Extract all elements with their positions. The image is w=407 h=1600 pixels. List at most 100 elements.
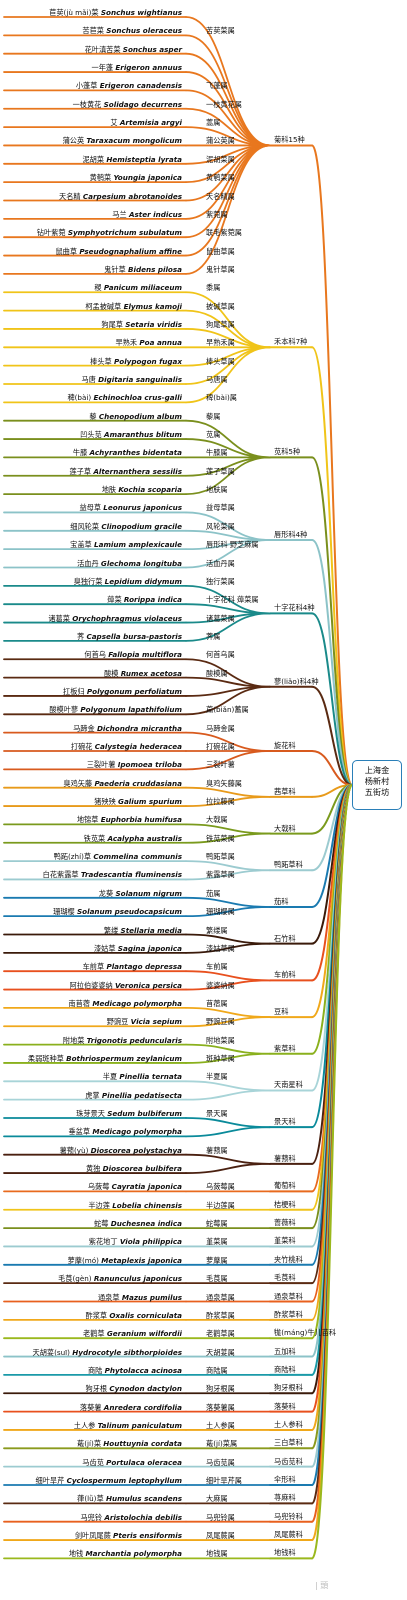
species-chinese-name: 鸭跖(zhí)草 (53, 852, 94, 862)
family-node: 狗牙根科 (274, 1383, 303, 1393)
branch-line (185, 933, 271, 945)
genus-label: 堇菜属 (206, 1237, 228, 1247)
genus-label: 拉拉藤属 (206, 797, 235, 807)
species-chinese-name: 老鹳草 (83, 1329, 107, 1339)
species-label: 猪殃殃 Galium spurium (94, 797, 182, 806)
species-chinese-name: 莲子草 (69, 466, 94, 476)
species-chinese-name: 马唐 (81, 375, 99, 384)
species-chinese-name: 藜 (89, 411, 99, 421)
species-latin-name: Talinum paniculatum (97, 1420, 182, 1430)
species-chinese-name: 钻叶紫菀 (36, 228, 68, 238)
family-node: 商陆科 (274, 1364, 296, 1374)
species-label: 柔弱斑种草 Bothriospermum zeylanicum (28, 1054, 182, 1063)
genus-label: 车前属 (206, 962, 228, 972)
branch-line (185, 1117, 271, 1129)
species-chinese-name: 臭鸡矢藤 (63, 778, 95, 788)
genus-label: 藜属 (206, 411, 221, 421)
species-latin-name: Fallopia multiflora (108, 650, 182, 660)
species-label: 黄鹌菜 Youngia japonica (90, 173, 182, 182)
branch-line (185, 438, 271, 459)
species-chinese-name: 凹头苋 (80, 430, 105, 440)
species-latin-name: Solanum pseudocapsicum (76, 907, 182, 917)
species-latin-name: Aristolochia debilis (104, 1512, 182, 1522)
branch-line (185, 970, 271, 982)
species-latin-name: Polypogon fugax (113, 356, 182, 366)
species-chinese-name: 商陆 (87, 1365, 105, 1375)
species-label: 阿拉伯婆婆纳 Veronica persica (70, 981, 182, 990)
species-label: 早熟禾 Poa annua (116, 338, 182, 347)
family-node: 景天科 (274, 1117, 296, 1127)
branch-line (311, 538, 353, 786)
species-label: 垂盆草 Medicago polymorpha (68, 1127, 182, 1136)
genus-label: 狗牙根属 (206, 1384, 235, 1394)
family-node: 牻(máng)牛儿苗科 (274, 1328, 337, 1338)
branch-line (185, 795, 271, 807)
branch-line (185, 942, 271, 954)
species-chinese-name: 马蹄金 (73, 723, 97, 733)
species-label: 狗牙根 Cynodon dactylon (86, 1384, 182, 1393)
species-label: 天胡荽(suī) Hydrocotyle sibthorpioides (33, 1348, 182, 1357)
branch-line (185, 896, 271, 908)
family-node: 地钱科 (274, 1548, 296, 1558)
family-node: 凤尾蕨科 (274, 1530, 303, 1540)
species-latin-name: Phytolacca acinosa (104, 1365, 182, 1375)
species-label: 半夏 Pinellia ternata (103, 1072, 182, 1081)
family-node: 旋花科 (274, 741, 296, 750)
branch-line (311, 612, 353, 786)
family-node: 马齿苋科 (274, 1456, 303, 1466)
species-label: 凹头苋 Amaranthus blitum (80, 430, 182, 439)
species-latin-name: Lobelia chinensis (112, 1200, 182, 1210)
species-latin-name: Carpesium abrotanoides (82, 191, 182, 201)
species-chinese-name: 牛膝 (72, 448, 90, 458)
species-chinese-name: 天胡荽(suī) (32, 1347, 73, 1357)
species-latin-name: Lamium amplexicaule (94, 540, 182, 550)
species-latin-name: Achyranthes bidentata (89, 448, 182, 458)
species-chinese-name: 酸模 (104, 668, 121, 678)
family-node: 大戟科 (274, 823, 296, 833)
branch-line (185, 869, 271, 881)
species-latin-name: Capsella bursa-pastoris (86, 631, 182, 641)
species-chinese-name: 苦苣菜 (82, 26, 107, 36)
species-label: 毛茛(gèn) Ranunculus japonicus (58, 1274, 182, 1283)
species-chinese-name: 狗尾草 (101, 319, 126, 329)
species-label: 益母草 Leonurus japonicus (79, 503, 182, 512)
genus-label: 婆婆纳属 (206, 980, 235, 990)
species-chinese-name: 艾 (110, 118, 120, 128)
family-node: 鸭跖草科 (274, 860, 303, 870)
genus-label: 马唐属 (206, 375, 228, 384)
species-label: 铁苋菜 Acalypha australis (84, 834, 182, 843)
branch-line (185, 539, 271, 569)
genus-label: 狗尾草属 (206, 319, 235, 329)
species-label: 泥胡菜 Hemisteptia lyrata (82, 155, 182, 164)
species-label: 落葵薯 Anredera cordifolia (80, 1403, 182, 1412)
species-label: 花叶滇苦菜 Sonchus asper (85, 45, 182, 54)
genus-label: 大麻属 (206, 1494, 228, 1504)
genus-label: 萹(biǎn)蓄属 (206, 705, 249, 715)
species-latin-name: Medicago polymorpha (92, 998, 182, 1008)
genus-label: 打碗花属 (206, 742, 235, 751)
species-label: 地肤 Kochia scoparia (102, 485, 182, 494)
genus-label: 早熟禾属 (206, 338, 235, 348)
family-node: 车前科 (274, 970, 296, 980)
family-node: 毛茛科 (274, 1273, 296, 1283)
species-chinese-name: 打碗花 (70, 742, 95, 751)
species-label: 龙葵 Solanum nigrum (99, 889, 182, 898)
species-latin-name: Galium spurium (118, 797, 182, 807)
genus-label: 紫露草属 (206, 870, 235, 880)
family-node: 石竹科 (274, 933, 296, 943)
genus-label: 披碱草属 (206, 301, 235, 311)
species-latin-name: Erigeron annuus (115, 63, 182, 73)
species-latin-name: Poa annua (139, 338, 182, 348)
family-node: 荨麻科 (274, 1493, 296, 1503)
species-label: 蒲公英 Taraxacum mongolicum (63, 136, 182, 145)
genus-label: 泥胡菜属 (206, 154, 235, 164)
species-chinese-name: 一枝黄花 (72, 99, 104, 109)
branch-line (185, 612, 271, 642)
species-chinese-name: 花叶滇苦菜 (84, 44, 123, 54)
species-chinese-name: 蒲公英 (62, 136, 87, 146)
genus-label: 荠属 (206, 631, 221, 641)
branch-line (185, 1089, 271, 1101)
species-latin-name: Elymus kamoji (123, 301, 182, 311)
species-label: 三裂叶薯 Ipomoea triloba (87, 760, 182, 769)
species-label: 地钱 Marchantia polymorpha (69, 1549, 182, 1558)
